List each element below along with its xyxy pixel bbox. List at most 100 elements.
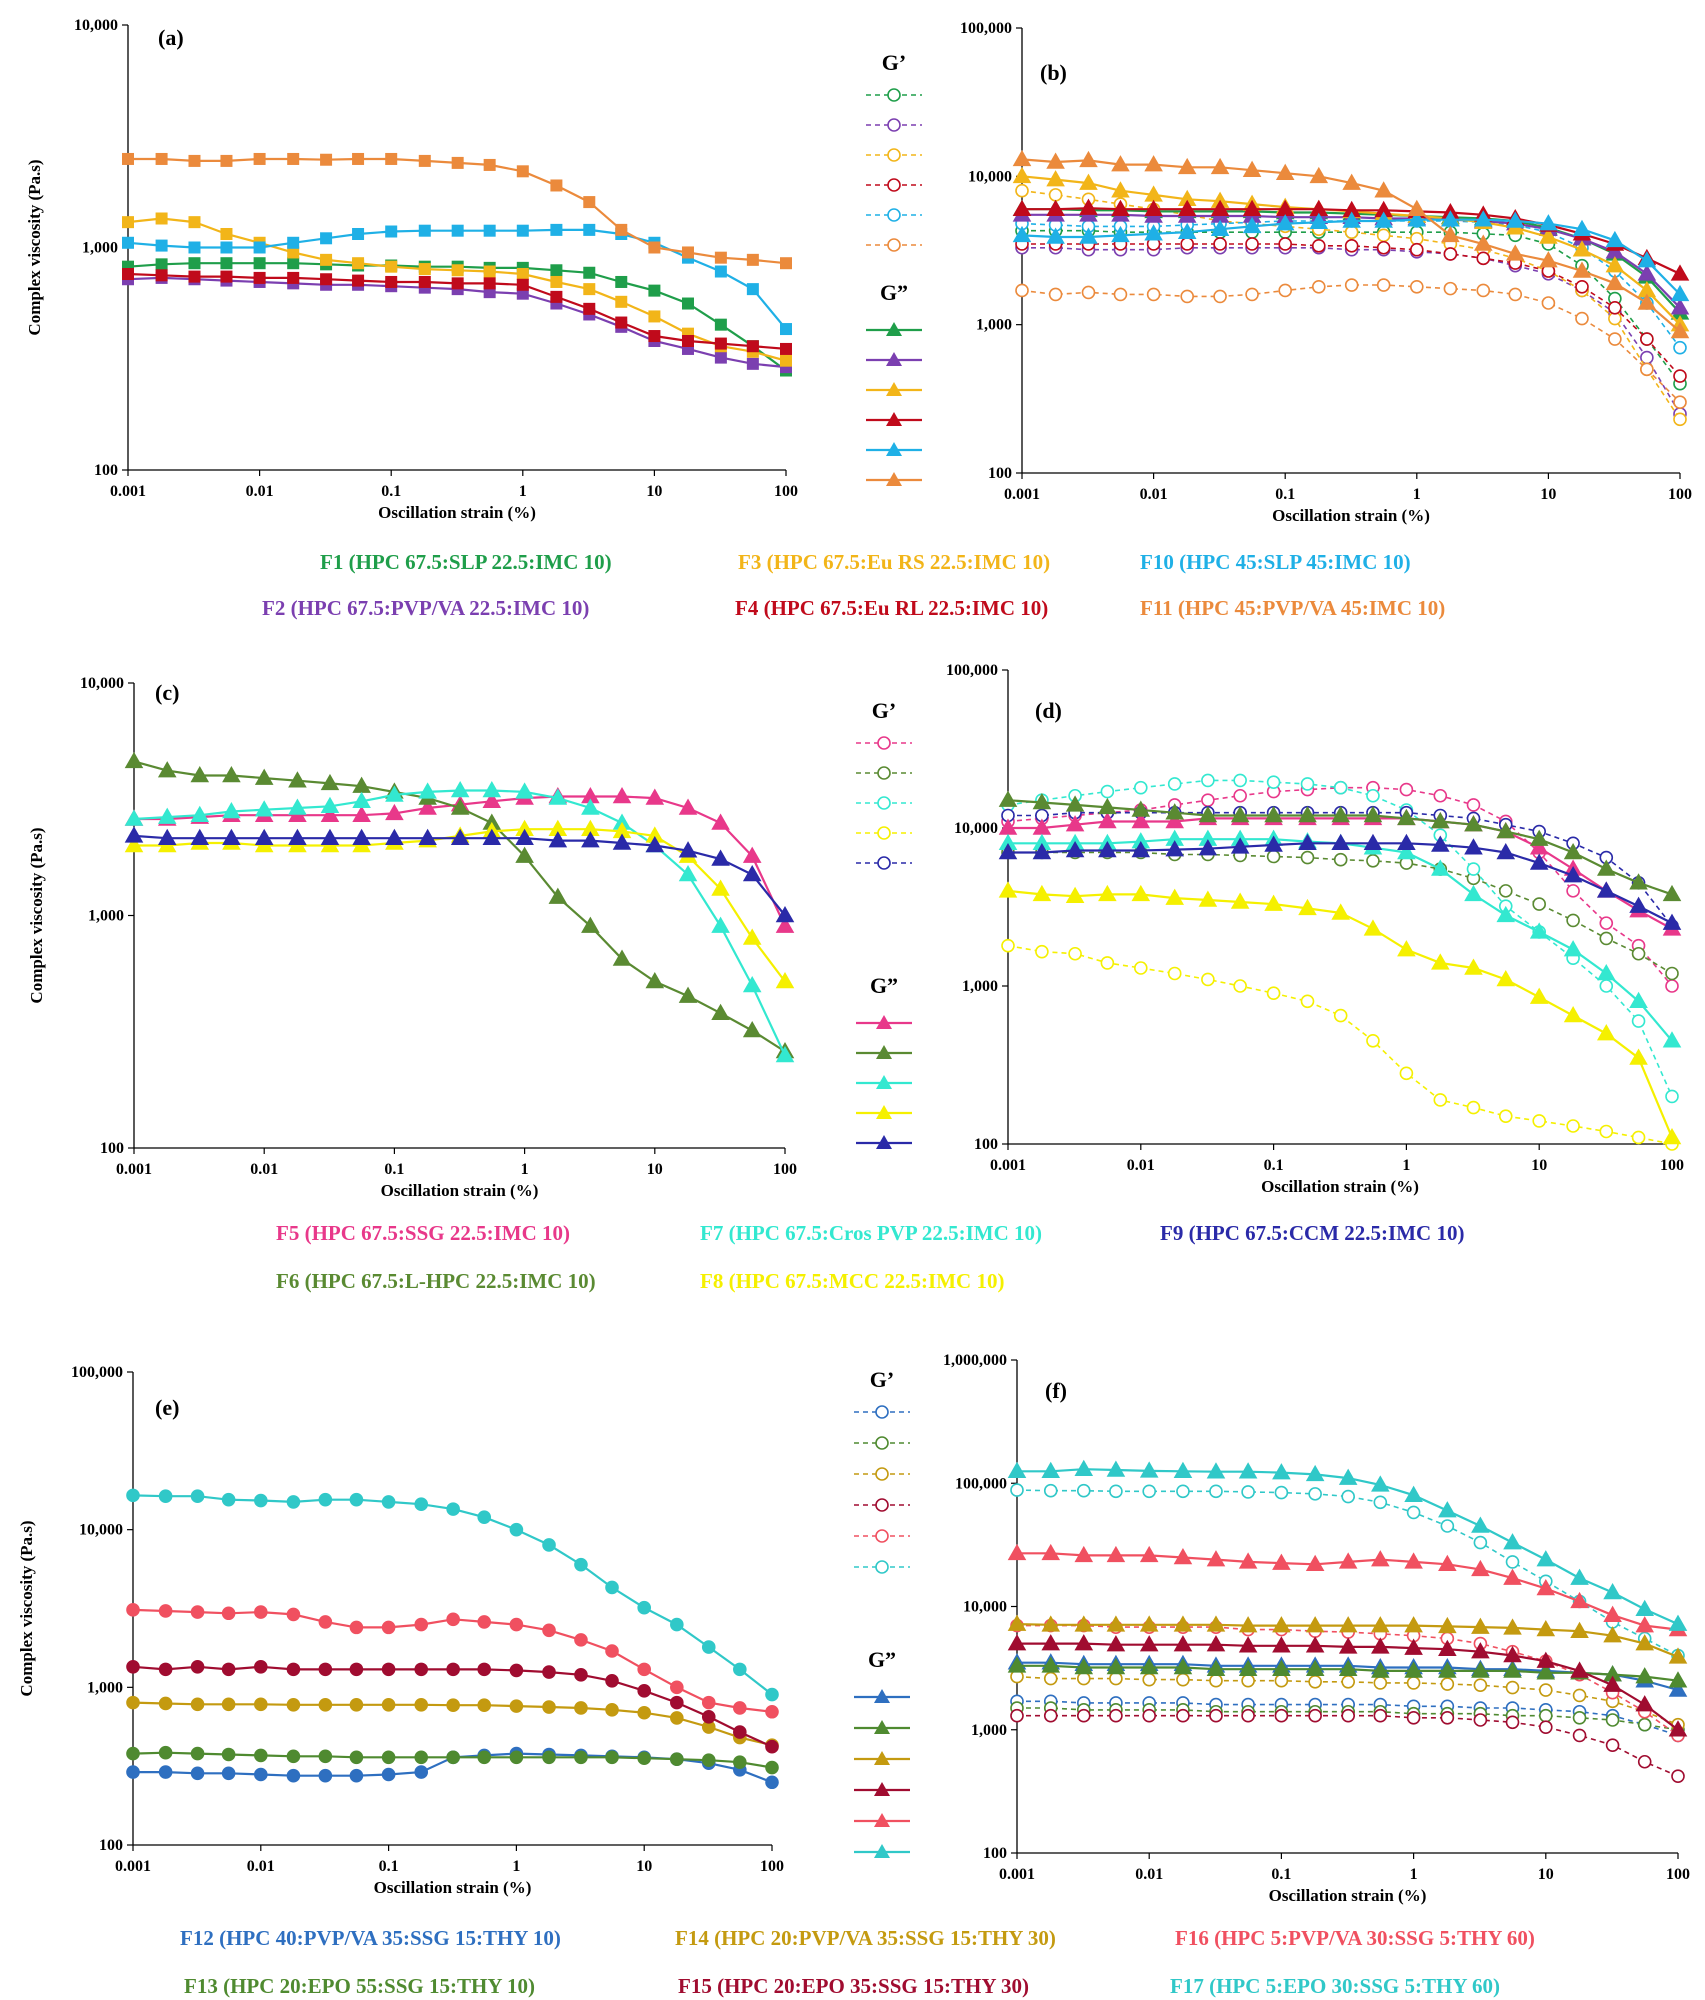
data-point	[1363, 805, 1383, 823]
data-point	[450, 798, 470, 815]
data-point	[1570, 1661, 1589, 1678]
data-point	[1209, 1708, 1223, 1723]
data-point	[1575, 280, 1589, 294]
x-tick-label: 1	[512, 1858, 520, 1875]
legend-gdouble-marker	[874, 1751, 890, 1765]
panel-label: (f)	[1045, 1378, 1067, 1403]
data-point	[1431, 811, 1450, 829]
data-point	[1637, 251, 1657, 268]
x-tick-label: 0.001	[1004, 486, 1040, 503]
legend-gdouble-marker	[886, 352, 902, 366]
data-point	[418, 263, 431, 276]
data-point	[1198, 805, 1218, 823]
data-point	[1111, 155, 1130, 172]
data-point	[1441, 210, 1460, 227]
data-point	[1539, 227, 1558, 244]
data-point	[349, 1768, 364, 1783]
data-point	[515, 846, 534, 863]
data-point	[1210, 219, 1230, 236]
data-point	[318, 1749, 333, 1764]
data-point	[221, 1492, 236, 1507]
data-point	[1529, 922, 1549, 939]
data-point	[1275, 163, 1295, 180]
data-point	[126, 1765, 140, 1779]
data-point	[1640, 332, 1654, 346]
data-point	[1605, 230, 1625, 248]
data-point	[1366, 854, 1380, 868]
series-F4	[122, 268, 792, 355]
data-point	[385, 803, 404, 821]
data-point	[612, 786, 632, 804]
data-point	[482, 791, 502, 809]
data-point	[574, 1750, 588, 1765]
data-point	[581, 916, 600, 933]
data-point	[1010, 1483, 1024, 1497]
data-point	[1007, 1614, 1027, 1631]
data-point	[1671, 1769, 1685, 1783]
data-point	[1629, 1048, 1648, 1065]
y-tick-label: 100	[983, 1845, 1007, 1862]
data-point	[670, 1695, 684, 1710]
data-point	[1338, 1552, 1358, 1569]
data-point	[1210, 157, 1230, 175]
data-point	[1100, 784, 1115, 799]
data-point	[122, 268, 134, 281]
x-tick-label: 0.01	[1127, 1157, 1155, 1174]
data-point	[637, 1751, 652, 1766]
x-tick-label: 1	[1402, 1157, 1410, 1174]
data-point	[1111, 199, 1130, 216]
data-point	[1106, 1615, 1126, 1632]
data-point	[155, 269, 168, 282]
formulation-legend-row: F5 (HPC 67.5:SSG 22.5:IMC 10) F7 (HPC 67.…	[276, 1221, 1464, 1245]
data-point	[1079, 173, 1098, 190]
data-point	[1177, 199, 1197, 216]
y-axis-label: Complex viscosity (Pa.s)	[25, 159, 44, 335]
data-point	[733, 1725, 747, 1739]
data-point	[1333, 852, 1348, 867]
data-point	[550, 290, 563, 303]
x-tick-label: 0.1	[384, 1161, 404, 1178]
data-point	[1230, 837, 1250, 854]
data-point	[1079, 150, 1098, 168]
data-point	[414, 1617, 429, 1632]
data-point	[1076, 1483, 1091, 1498]
data-point	[1144, 199, 1163, 216]
x-tick-label: 0.01	[247, 1858, 275, 1875]
data-point	[1532, 1114, 1546, 1128]
series-F16	[126, 1603, 779, 1719]
data-point	[765, 1775, 779, 1790]
y-tick-label: 1,000,000	[943, 1352, 1007, 1369]
data-point	[126, 1488, 140, 1503]
data-point	[1272, 1616, 1291, 1633]
data-point	[320, 805, 340, 822]
data-point	[1144, 224, 1163, 241]
data-point	[385, 275, 398, 288]
data-point	[253, 152, 266, 165]
y-tick-label: 1,000	[87, 1679, 123, 1696]
data-point	[287, 152, 300, 165]
legend-entry-f12: F12 (HPC 40:PVP/VA 35:SSG 15:THY 10)	[180, 1926, 561, 1950]
data-point	[451, 156, 464, 169]
data-point	[1371, 1550, 1390, 1567]
data-point	[1242, 216, 1262, 234]
data-point	[190, 766, 210, 783]
data-point	[1406, 1711, 1421, 1725]
data-point	[126, 1603, 140, 1617]
formulation-legend-row: F6 (HPC 67.5:L-HPC 22.5:IMC 10) F8 (HPC 6…	[276, 1269, 1004, 1293]
data-point	[615, 223, 628, 236]
x-tick-label: 1	[519, 483, 527, 500]
x-tick-label: 10	[1538, 1866, 1554, 1883]
series-F17-G	[1007, 1459, 1688, 1631]
data-point	[122, 216, 134, 229]
data-point	[678, 798, 698, 815]
data-point	[253, 271, 266, 284]
data-point	[124, 835, 144, 853]
data-point	[352, 257, 365, 270]
data-point	[645, 972, 665, 989]
series-F16-G	[1007, 1543, 1688, 1637]
data-point	[1206, 1550, 1226, 1567]
data-point	[509, 1663, 524, 1678]
series-F9-G	[998, 833, 1682, 930]
data-point	[1238, 1552, 1258, 1569]
y-tick-label: 100,000	[71, 1364, 123, 1381]
